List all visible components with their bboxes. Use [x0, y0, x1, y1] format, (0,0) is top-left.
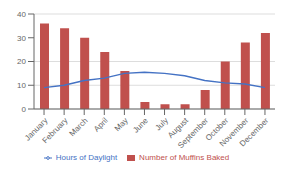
html-text:Hours of Daylight: Hours of Daylight — [55, 153, 118, 162]
svg-text:30: 30 — [17, 34, 26, 43]
svg-text:September: September — [176, 116, 210, 150]
svg-text:10: 10 — [17, 81, 26, 90]
svg-text:December: December — [238, 116, 271, 149]
svg-text:November: November — [217, 116, 251, 149]
svg-text:40: 40 — [17, 10, 26, 19]
svg-text:January: January — [23, 116, 50, 143]
svg-text:February: February — [41, 116, 70, 145]
svg-text:April: April — [92, 116, 110, 134]
svg-text:0: 0 — [22, 105, 27, 114]
svg-text:July: July — [154, 116, 170, 132]
svg-text:May: May — [113, 116, 130, 133]
svg-text:20: 20 — [17, 57, 26, 66]
svg-text:March: March — [68, 116, 90, 138]
svg-text:August: August — [166, 116, 191, 140]
svg-text:October: October — [203, 116, 231, 143]
html-text:Number of Muffins Baked: Number of Muffins Baked — [139, 153, 230, 162]
svg-text:June: June — [131, 116, 150, 135]
